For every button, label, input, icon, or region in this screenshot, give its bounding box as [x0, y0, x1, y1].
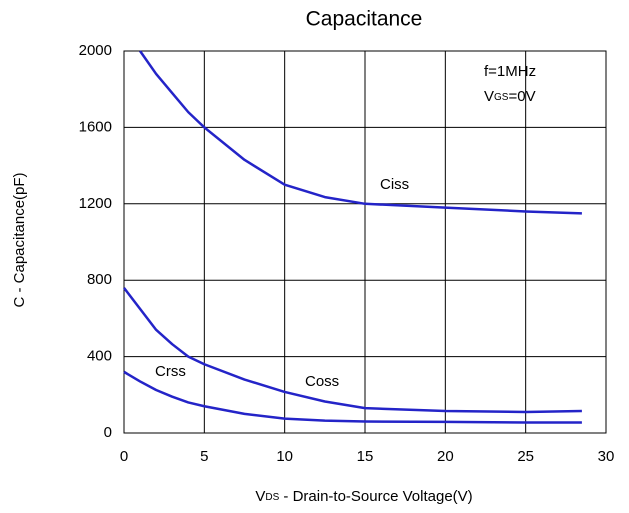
- x-tick-label: 20: [437, 448, 454, 465]
- annotation: VGS=0V: [484, 88, 536, 105]
- y-axis-label: C - Capacitance(pF): [11, 172, 28, 307]
- x-tick-label: 10: [276, 448, 293, 465]
- x-axis-label: VDS - Drain-to-Source Voltage(V): [255, 488, 472, 505]
- x-tick-label: 30: [598, 448, 615, 465]
- y-tick-label: 1200: [79, 195, 112, 212]
- series-line: [139, 50, 582, 215]
- series-line: [123, 287, 582, 414]
- plot-border: [123, 50, 607, 434]
- y-tick-label: 400: [87, 348, 112, 365]
- chart-title: Capacitance: [306, 8, 423, 31]
- series-label: Coss: [305, 373, 339, 390]
- annotation: f=1MHz: [484, 63, 536, 80]
- x-tick-label: 15: [357, 448, 374, 465]
- x-tick-label: 25: [517, 448, 534, 465]
- y-tick-label: 2000: [79, 42, 112, 59]
- x-tick-label: 0: [120, 448, 128, 465]
- series-label: Ciss: [380, 176, 409, 193]
- y-tick-label: 0: [104, 424, 112, 441]
- y-tick-label: 1600: [79, 118, 112, 135]
- series-label: Crss: [155, 363, 186, 380]
- x-tick-label: 5: [200, 448, 208, 465]
- y-tick-label: 800: [87, 271, 112, 288]
- series-line: [123, 370, 582, 424]
